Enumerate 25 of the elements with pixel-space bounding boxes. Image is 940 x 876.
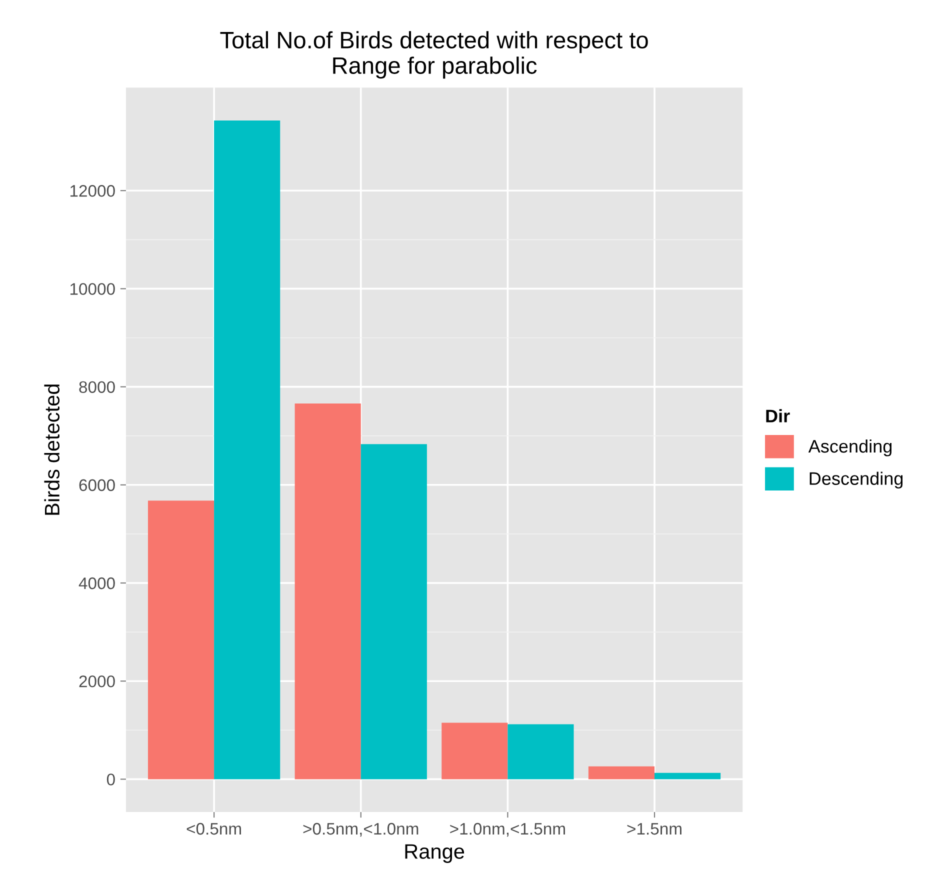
x-tick-label: >0.5nm,<1.0nm bbox=[303, 822, 418, 837]
y-tick-label: 8000 bbox=[79, 381, 115, 393]
chart-title: Total No.of Birds detected with respect to Range for parabolic bbox=[220, 31, 648, 79]
bar bbox=[588, 766, 655, 780]
bar bbox=[654, 772, 721, 780]
y-tick-label: 6000 bbox=[79, 479, 115, 492]
x-tick-label: >1.0nm,<1.5nm bbox=[450, 822, 565, 837]
bar bbox=[442, 722, 508, 780]
bar bbox=[148, 500, 214, 780]
legend-title: Dir bbox=[766, 409, 790, 422]
y-tick-label: 4000 bbox=[78, 577, 115, 590]
bar bbox=[294, 403, 361, 780]
bar bbox=[508, 724, 574, 780]
y-axis-title: Birds detected bbox=[44, 384, 60, 515]
bar bbox=[214, 120, 280, 780]
legend-label: Ascending bbox=[808, 439, 892, 456]
y-tick-label: 12000 bbox=[70, 185, 115, 197]
y-tick-label: 2000 bbox=[79, 675, 115, 688]
legend-label: Descending bbox=[810, 472, 903, 489]
x-tick-label: >1.5nm bbox=[627, 823, 682, 835]
x-tick-label: <0.5nm bbox=[186, 822, 241, 835]
x-axis-title: Range bbox=[405, 844, 464, 863]
y-tick-label: 0 bbox=[106, 774, 115, 786]
y-tick-label: 10000 bbox=[70, 283, 115, 295]
bar bbox=[360, 444, 427, 780]
